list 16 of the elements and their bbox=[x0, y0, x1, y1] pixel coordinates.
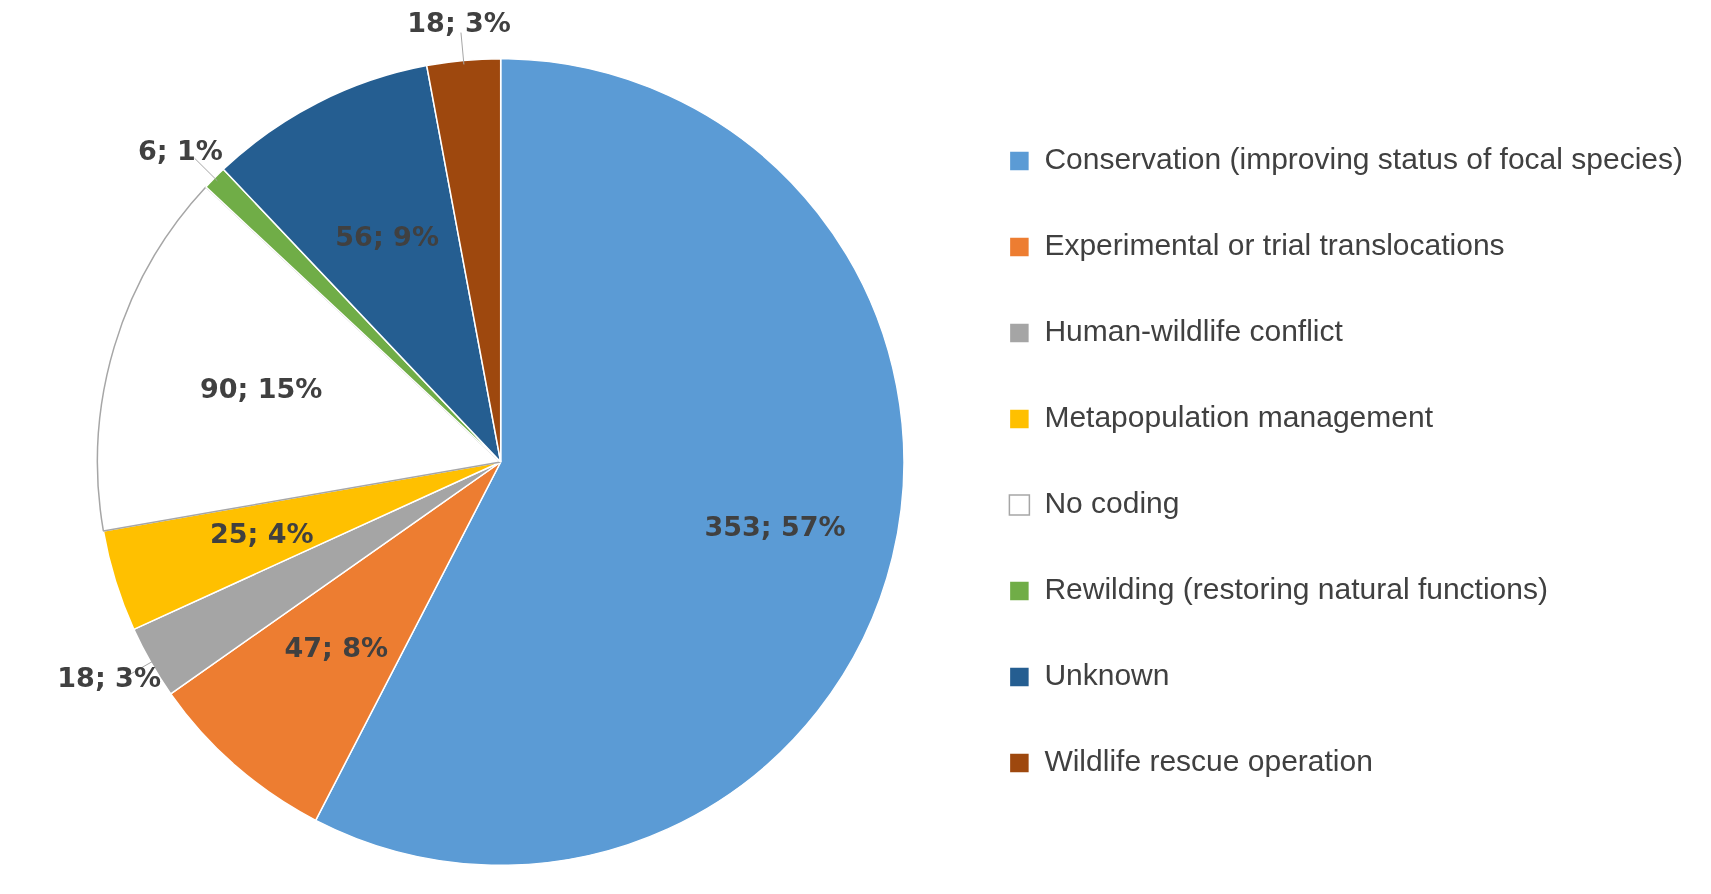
legend-label: Experimental or trial translocations bbox=[1044, 228, 1505, 262]
legend-label: Human-wildlife conflict bbox=[1044, 314, 1344, 348]
legend-label: No coding bbox=[1044, 486, 1180, 520]
data-label: 90; 15% bbox=[199, 372, 323, 404]
data-label: 47; 8% bbox=[284, 632, 389, 664]
data-label: 353; 57% bbox=[704, 510, 846, 542]
data-label: 18; 3% bbox=[407, 6, 511, 38]
data-label: 6; 1% bbox=[137, 134, 223, 166]
data-label: 56; 9% bbox=[335, 221, 439, 253]
legend-label: Unknown bbox=[1044, 658, 1170, 692]
legend-label: Metapopulation management bbox=[1044, 400, 1434, 434]
legend-label: Wildlife rescue operation bbox=[1044, 744, 1373, 778]
data-label: 25; 4% bbox=[210, 517, 314, 549]
legend-label: Conservation (improving status of focal species) bbox=[1044, 142, 1684, 176]
legend-label: Rewilding (restoring natural functions) bbox=[1044, 572, 1548, 606]
data-label: 18; 3% bbox=[57, 662, 161, 694]
